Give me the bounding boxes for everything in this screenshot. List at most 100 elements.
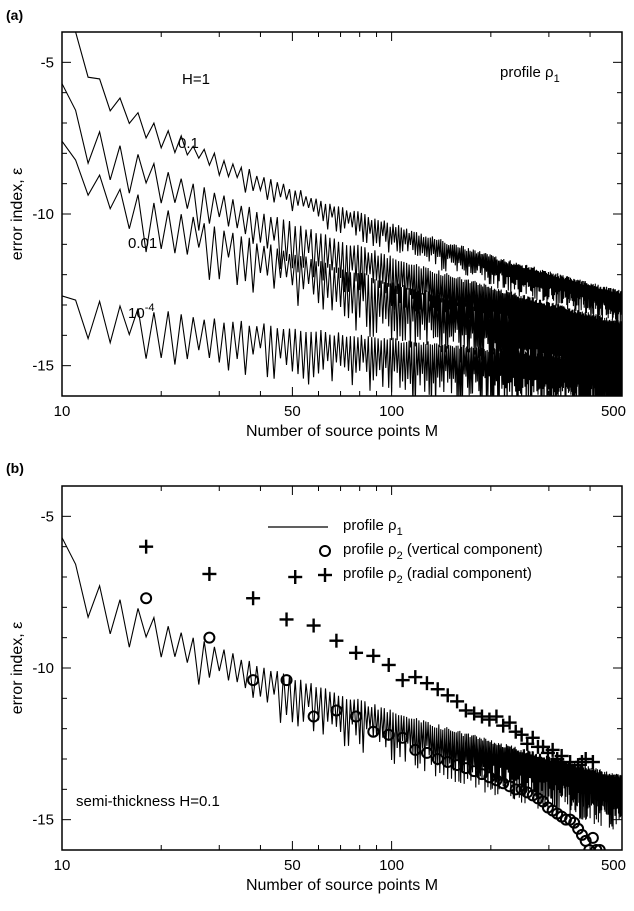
x-tick-label: 100 — [379, 403, 404, 420]
legend-entry-part: ρ — [388, 517, 397, 534]
circle-marker — [475, 768, 488, 781]
legend-entry-part: 2 — [397, 550, 403, 562]
circle-marker — [497, 777, 510, 790]
y-tick-label: -15 — [32, 812, 54, 829]
plus-marker — [306, 618, 321, 633]
circle-marker — [575, 828, 588, 841]
x-tick-label: 10 — [54, 403, 71, 420]
plus-marker — [349, 645, 364, 660]
circle-marker — [396, 731, 409, 744]
series-label-part: -4 — [145, 302, 155, 314]
plus-marker — [467, 706, 482, 721]
y-tick-label: -5 — [41, 508, 54, 525]
plus-marker — [440, 688, 455, 703]
profile-annotation: profile ρ1 — [500, 64, 560, 85]
circle-marker — [247, 674, 260, 687]
y-axis-label: error index, ε — [9, 622, 26, 715]
legend-entry-part: profile — [343, 565, 388, 582]
x-tick-label: 500 — [601, 403, 626, 420]
y-tick-label: -10 — [32, 660, 54, 677]
series-label: 10-4 — [128, 302, 154, 322]
circle-marker — [593, 844, 606, 850]
legend-entry-part: profile — [343, 517, 388, 534]
plus-marker — [139, 539, 154, 554]
x-tick-label: 100 — [379, 857, 404, 874]
plus-marker — [279, 612, 294, 627]
plus-marker — [395, 673, 410, 688]
circle-marker — [420, 746, 433, 759]
circle-marker — [350, 710, 363, 723]
plus-marker — [202, 566, 217, 581]
plus-marker — [329, 633, 344, 648]
plus-marker — [585, 755, 600, 770]
y-tick-label: -10 — [32, 206, 54, 223]
circle-marker — [367, 725, 380, 738]
legend-entry-part: ρ — [388, 541, 397, 558]
plus-marker — [408, 670, 423, 685]
series-label-part: 10 — [128, 305, 145, 322]
circle-marker — [468, 765, 481, 778]
legend-entry-part: ρ — [388, 565, 397, 582]
y-axis-label: error index, ε — [9, 168, 26, 261]
legend-entry: profile ρ2 (vertical component) — [343, 541, 543, 562]
circle-marker — [590, 844, 603, 850]
plus-marker — [288, 570, 303, 584]
circle-marker — [140, 592, 153, 605]
plot-area — [62, 537, 622, 850]
x-axis-label: Number of source points M — [246, 423, 438, 440]
series-line — [75, 32, 622, 325]
circle-marker — [483, 771, 496, 784]
plus-marker — [246, 591, 261, 606]
x-tick-label: 500 — [601, 857, 626, 874]
plus-marker — [508, 724, 523, 739]
legend-entry: profile ρ2 (radial component) — [343, 565, 532, 586]
x-tick-label: 10 — [54, 857, 71, 874]
profile-annotation-part: ρ — [545, 64, 554, 81]
panel-b: (b) 10 50 100 500 -5 -10 -15 Number of source po… — [6, 460, 626, 894]
semi-thickness-annotation: semi-thickness H=0.1 — [76, 793, 220, 810]
plus-marker — [366, 648, 381, 663]
plus-marker — [381, 657, 396, 672]
plus-marker — [545, 742, 560, 757]
x-tick-label: 50 — [284, 857, 301, 874]
series-label: H=1 — [182, 71, 210, 88]
plus-marker — [563, 755, 578, 770]
y-tick-label: -15 — [32, 358, 54, 375]
y-tick-label: -5 — [41, 54, 54, 71]
panel-label: (b) — [6, 460, 24, 476]
legend-entry-part: (radial component) — [403, 565, 532, 582]
series-line-profile-1 — [62, 537, 622, 830]
profile-annotation-part: profile — [500, 64, 545, 81]
circle-marker — [503, 780, 516, 793]
panel-a: (a) 10 50 100 500 -5 -10 -15 Number of source po… — [6, 7, 626, 440]
circle-marker — [583, 844, 596, 850]
plus-marker — [458, 703, 473, 718]
panel-label: (a) — [6, 7, 23, 23]
plus-marker — [489, 709, 504, 724]
circle-marker — [572, 822, 585, 835]
plus-marker — [496, 718, 511, 733]
plus-marker — [474, 709, 489, 724]
legend-entry-part: 2 — [397, 574, 403, 586]
legend-entry-part: 1 — [397, 526, 403, 538]
legend-circle-marker — [319, 545, 331, 557]
profile-annotation-part: 1 — [554, 73, 560, 85]
circle-marker — [330, 704, 343, 717]
legend-entry-part: (vertical component) — [403, 541, 543, 558]
circle-marker — [307, 710, 320, 723]
x-axis-label: Number of source points M — [246, 877, 438, 894]
plus-marker — [482, 712, 497, 727]
series-line — [62, 295, 622, 396]
series-label: 0.01 — [128, 235, 157, 252]
legend-entry-part: profile — [343, 541, 388, 558]
circle-marker — [409, 743, 422, 756]
plot-area — [62, 32, 622, 396]
plus-marker — [578, 752, 593, 766]
plus-marker — [450, 694, 465, 709]
plus-marker — [502, 715, 517, 730]
circle-marker — [509, 783, 522, 796]
plus-marker — [525, 730, 540, 745]
circle-marker — [280, 674, 293, 687]
